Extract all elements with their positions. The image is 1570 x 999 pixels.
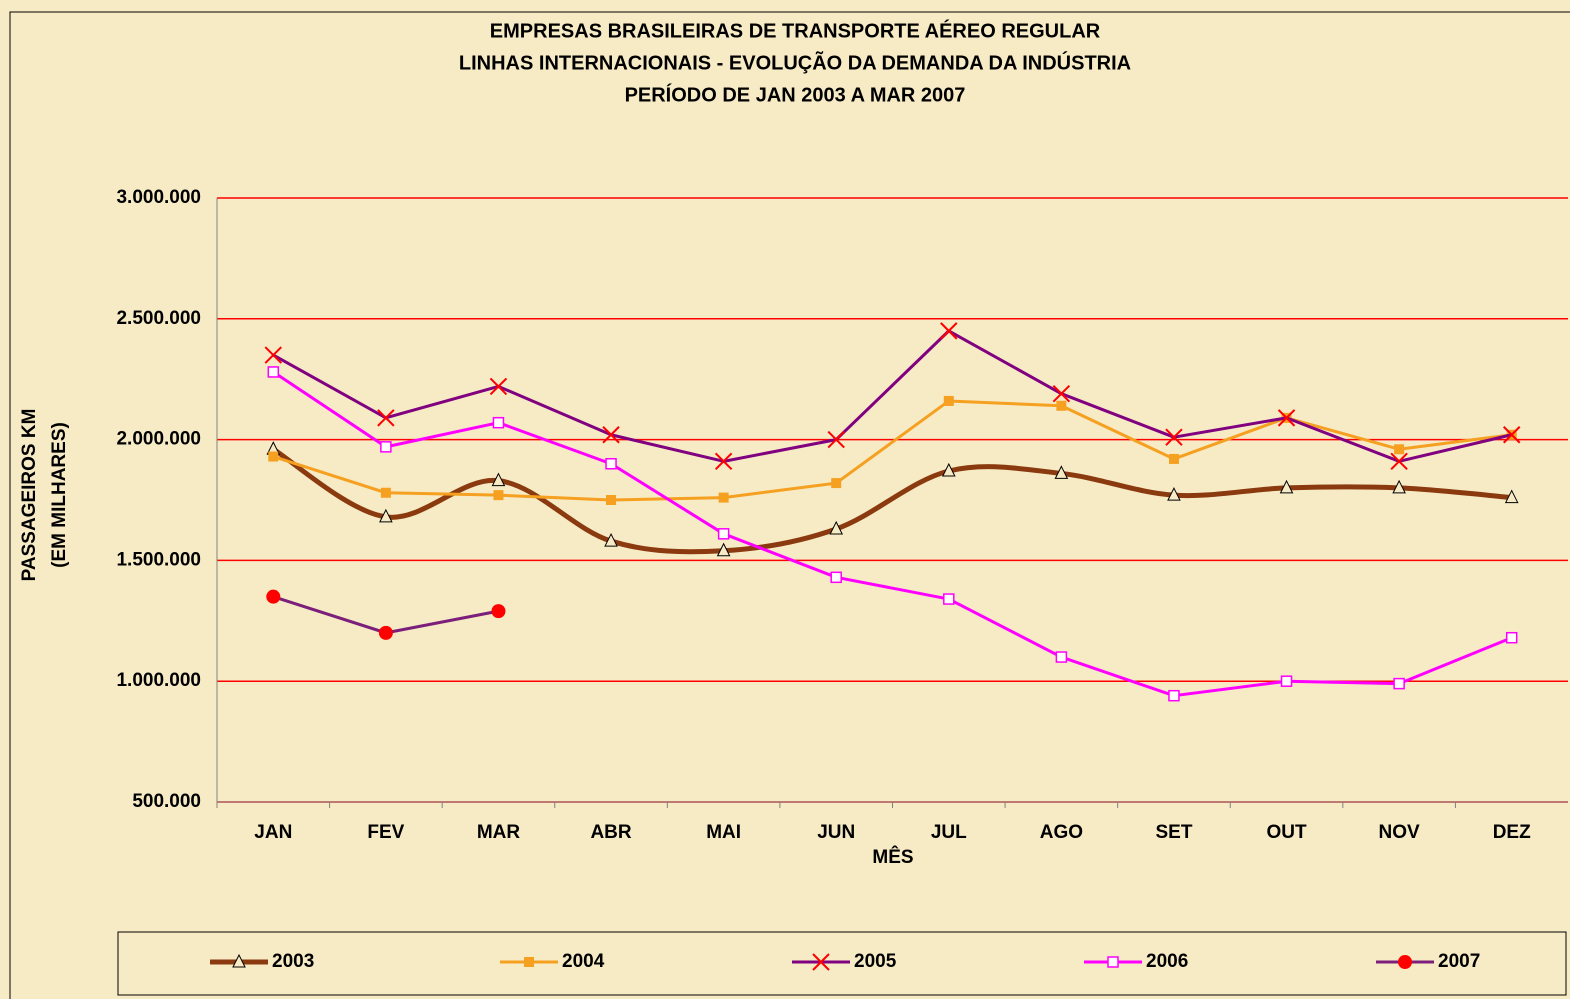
- marker: [489, 377, 508, 396]
- legend-label: 2005: [854, 951, 897, 972]
- marker: [492, 416, 505, 429]
- legend-label: 2007: [1438, 951, 1480, 972]
- marker: [1393, 677, 1405, 690]
- marker: [264, 346, 282, 364]
- x-tick-label: AGO: [1040, 822, 1083, 843]
- marker: [493, 490, 504, 501]
- x-tick-label: JAN: [254, 822, 292, 843]
- marker: [717, 528, 730, 540]
- marker: [380, 441, 392, 453]
- x-tick-label: SET: [1155, 822, 1192, 843]
- legend-marker: [524, 957, 534, 967]
- series-line: [272, 329, 1513, 463]
- y-tick-label: 3.000.000: [116, 187, 201, 208]
- chart-title: PERÍODO DE JAN 2003 A MAR 2007: [625, 83, 966, 106]
- marker: [943, 395, 954, 406]
- marker: [1165, 428, 1183, 446]
- y-axis-label: (EM MILHARES): [49, 422, 70, 568]
- legend-marker: [1398, 955, 1412, 969]
- marker: [1168, 453, 1179, 464]
- series-line: [272, 370, 1513, 698]
- x-tick-label: MAR: [477, 822, 521, 843]
- marker: [379, 508, 393, 523]
- y-tick-label: 500.000: [132, 791, 201, 812]
- marker: [829, 520, 844, 535]
- marker: [1392, 479, 1406, 494]
- marker: [718, 492, 729, 503]
- marker: [604, 532, 618, 547]
- marker: [1280, 675, 1293, 687]
- x-axis-label: MÊS: [872, 846, 913, 868]
- legend-label: 2003: [272, 951, 314, 972]
- marker: [1394, 444, 1405, 455]
- marker: [940, 322, 958, 340]
- series-line: [272, 399, 1512, 502]
- marker: [1503, 426, 1521, 444]
- y-tick-label: 1.500.000: [116, 549, 201, 570]
- marker: [602, 426, 620, 444]
- marker: [1052, 384, 1071, 403]
- x-tick-label: MAI: [706, 822, 741, 843]
- marker: [266, 589, 281, 604]
- chart-title: EMPRESAS BRASILEIRAS DE TRANSPORTE AÉREO…: [490, 19, 1101, 42]
- marker: [714, 452, 733, 471]
- x-tick-label: FEV: [367, 822, 404, 843]
- marker: [491, 472, 506, 487]
- legend-marker: [232, 953, 246, 968]
- marker: [1505, 631, 1518, 644]
- legend-label: 2004: [562, 951, 605, 972]
- marker: [1055, 651, 1068, 663]
- x-tick-label: DEZ: [1493, 822, 1531, 843]
- x-tick-label: OUT: [1266, 822, 1307, 843]
- marker: [380, 487, 391, 498]
- y-tick-label: 1.000.000: [116, 670, 201, 691]
- marker: [830, 571, 842, 584]
- marker: [1390, 452, 1408, 471]
- legend: [117, 931, 1567, 996]
- marker: [605, 458, 617, 470]
- marker: [378, 625, 393, 640]
- y-axis-label: PASSAGEIROS KM: [19, 409, 40, 582]
- marker: [1279, 479, 1294, 494]
- marker: [1277, 409, 1296, 427]
- marker: [267, 366, 280, 378]
- marker: [491, 604, 506, 619]
- marker: [1168, 689, 1180, 702]
- legend-label: 2006: [1146, 951, 1188, 972]
- marker: [716, 542, 731, 557]
- y-tick-label: 2.500.000: [116, 308, 201, 329]
- marker: [1504, 489, 1519, 504]
- legend-marker: [812, 953, 830, 971]
- x-tick-label: JUN: [817, 822, 855, 843]
- y-tick-label: 2.000.000: [116, 429, 201, 450]
- marker: [377, 409, 395, 427]
- chart-title: LINHAS INTERNACIONAIS - EVOLUÇÃO DA DEMA…: [459, 50, 1131, 74]
- marker: [827, 430, 845, 449]
- marker: [1056, 400, 1067, 411]
- marker: [831, 478, 842, 489]
- marker: [941, 462, 956, 477]
- marker: [1167, 487, 1181, 501]
- marker: [1054, 465, 1069, 479]
- x-tick-label: JUL: [931, 822, 967, 843]
- legend-marker: [1107, 956, 1119, 968]
- x-tick-label: ABR: [590, 822, 631, 843]
- chart-border: [9, 11, 1570, 999]
- marker: [606, 495, 617, 505]
- series-line: [271, 447, 1512, 555]
- x-tick-label: NOV: [1379, 822, 1421, 843]
- marker: [268, 451, 279, 462]
- marker: [943, 593, 955, 605]
